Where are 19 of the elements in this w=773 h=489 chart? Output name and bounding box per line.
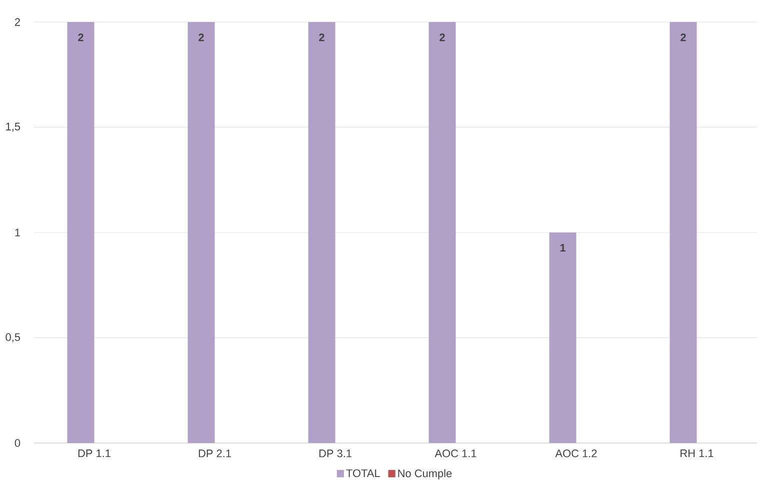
- y-tick-label: 0,5: [6, 333, 20, 342]
- data-label: 2: [78, 34, 84, 42]
- data-label: 2: [440, 34, 445, 42]
- data-label: 2: [680, 34, 686, 42]
- y-tick-label: 0: [14, 439, 20, 447]
- data-label: 1: [560, 244, 566, 252]
- data-label: 2: [198, 34, 204, 42]
- legend-label: TOTAL: [346, 469, 380, 478]
- y-tick-label: 2: [14, 18, 20, 26]
- data-label: 2: [319, 34, 324, 42]
- x-tick-label: DP 3.1: [319, 450, 352, 458]
- legend-label: No Cumple: [398, 469, 452, 480]
- x-tick-label: DP 1.1: [78, 450, 110, 458]
- x-tick-label: AOC 1.1: [434, 450, 476, 458]
- x-tick-label: DP 2.1: [198, 450, 231, 458]
- y-tick-label: 1: [15, 228, 20, 236]
- y-tick-label: 1,5: [6, 122, 20, 132]
- x-tick-label: RH 1.1: [680, 450, 714, 458]
- x-tick-label: AOC 1.2: [555, 450, 597, 458]
